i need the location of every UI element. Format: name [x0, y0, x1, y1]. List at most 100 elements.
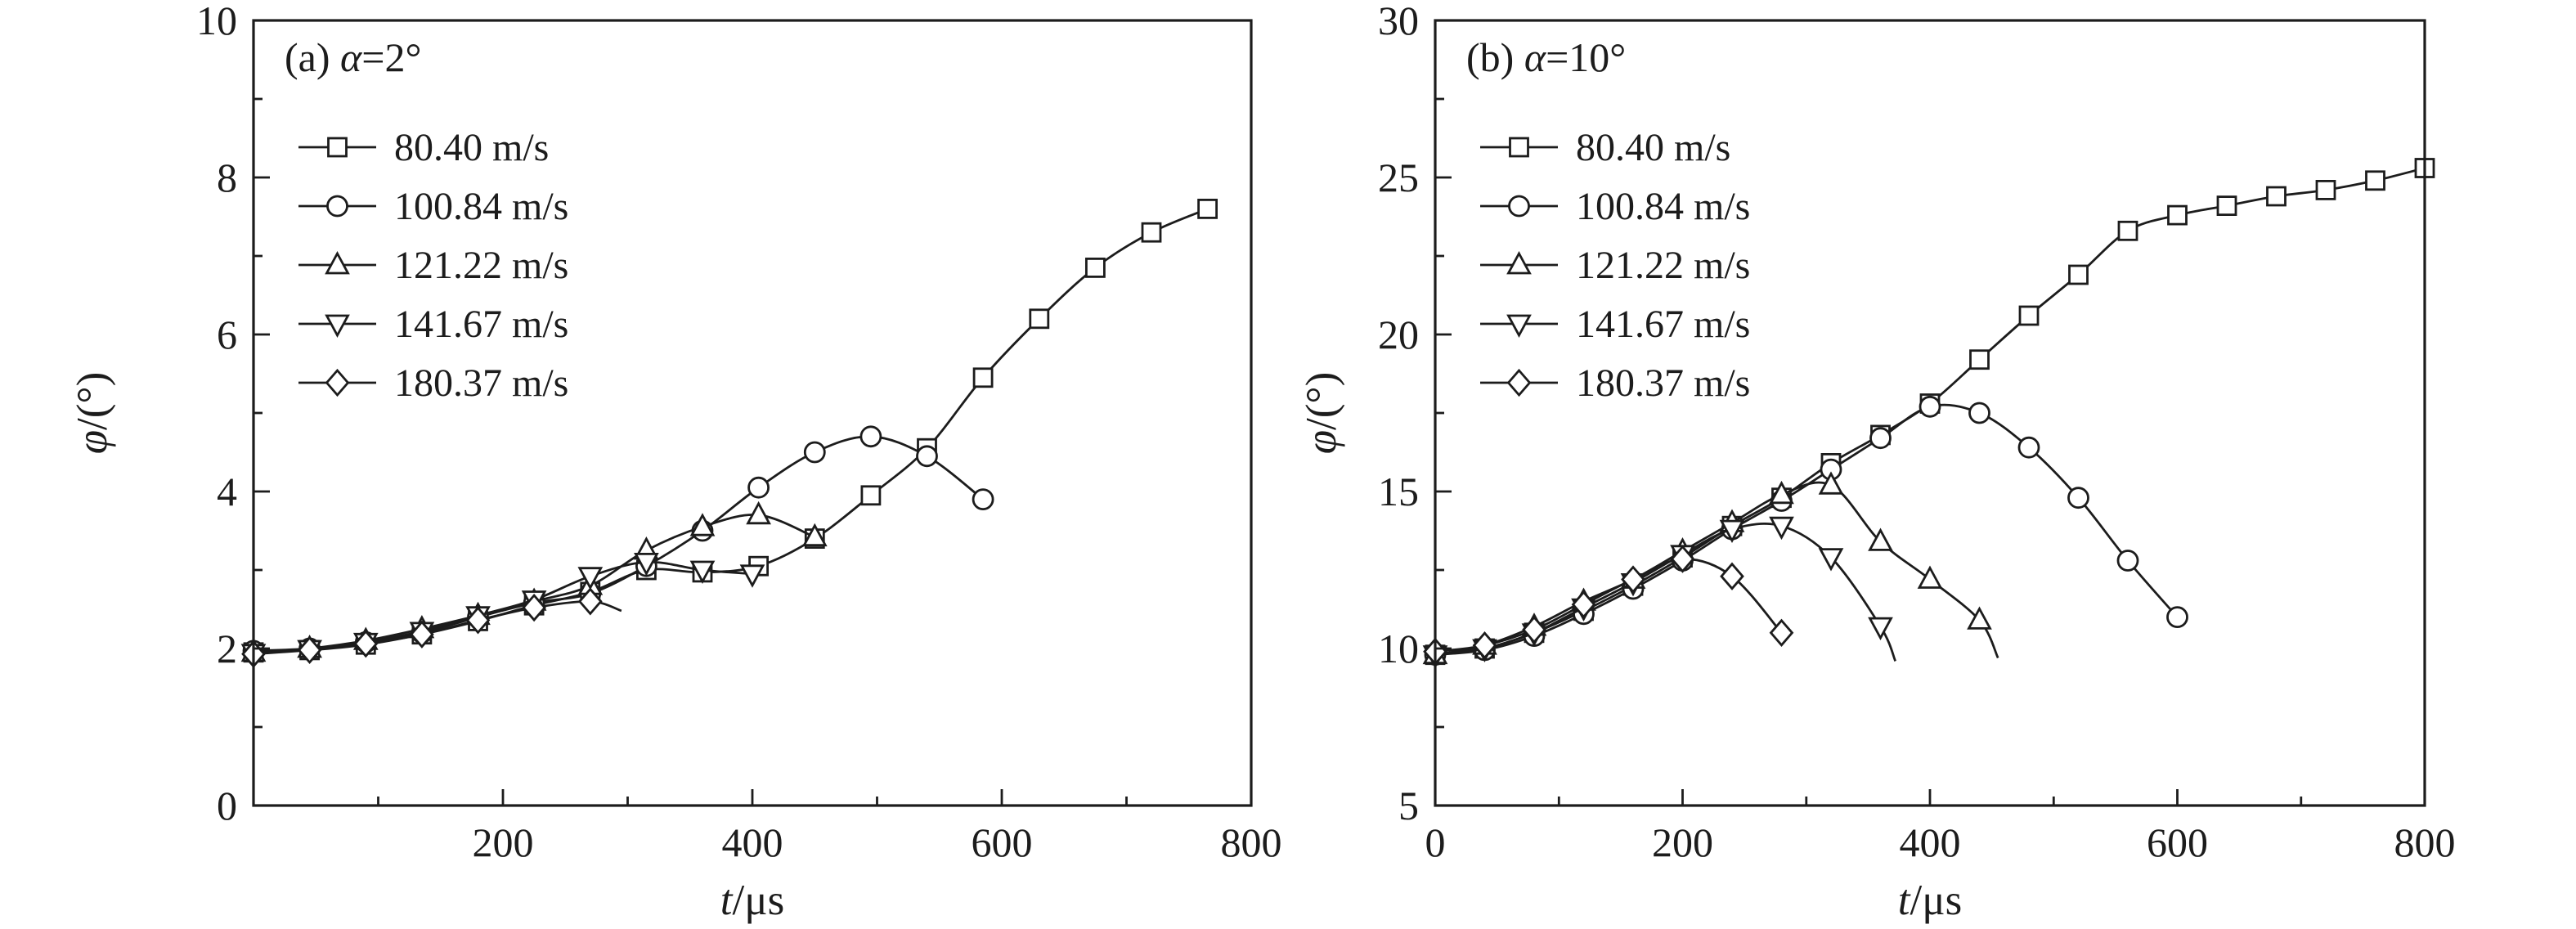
- series-180-37-m-s: [1423, 545, 1794, 666]
- marker-triangle-up: [689, 513, 716, 536]
- y-axis-label: φ/(°): [1298, 372, 1345, 455]
- marker-circle: [1968, 402, 1990, 424]
- marker-diamond: [1670, 545, 1695, 573]
- panel-title: (a) α=2°: [285, 34, 421, 80]
- y-tick-label: 20: [1378, 312, 1419, 357]
- legend-item: 180.37 m/s: [1480, 361, 1750, 405]
- legend-item: 180.37 m/s: [298, 361, 568, 405]
- marker-square: [1141, 222, 1162, 243]
- marker-triangle-down: [325, 314, 350, 338]
- marker-square: [860, 485, 882, 506]
- legend-label: 141.67 m/s: [1576, 303, 1750, 346]
- legend-label: 100.84 m/s: [1576, 185, 1750, 228]
- marker-circle: [2166, 606, 2188, 628]
- y-tick-label: 30: [1378, 0, 1419, 43]
- x-tick-label: 800: [1221, 819, 1282, 865]
- legend-label: 141.67 m/s: [394, 303, 568, 346]
- marker-triangle-down: [1506, 314, 1532, 338]
- marker-square: [2216, 195, 2237, 217]
- series-line: [253, 560, 753, 655]
- marker-square: [2167, 204, 2188, 226]
- legend-item: 141.67 m/s: [1480, 303, 1750, 346]
- panel-b-series: [1422, 158, 2435, 669]
- marker-circle: [2067, 487, 2089, 509]
- series-line: [253, 435, 984, 653]
- legend-item: 100.84 m/s: [298, 185, 568, 228]
- series-line: [1434, 481, 1999, 659]
- marker-triangle-down: [634, 553, 659, 577]
- marker-circle: [326, 195, 348, 218]
- marker-triangle-down: [689, 560, 716, 584]
- marker-circle: [747, 476, 770, 499]
- marker-diamond: [577, 587, 603, 616]
- marker-circle: [2017, 436, 2040, 459]
- legend-item: 80.40 m/s: [298, 126, 549, 169]
- x-axis-label: t/μs: [1898, 877, 1963, 924]
- y-tick-label: 6: [217, 312, 237, 357]
- panel-a-legend: 80.40 m/s 100.84 m/s 121.22 m/s 141.67 m/s 1…: [298, 126, 568, 405]
- x-tick-label: 800: [2394, 819, 2456, 865]
- marker-diamond: [1571, 590, 1596, 619]
- marker-diamond: [1769, 618, 1794, 647]
- marker-diamond: [1522, 615, 1546, 644]
- legend-item: 121.22 m/s: [298, 244, 568, 287]
- y-tick-label: 2: [217, 626, 237, 671]
- chart-a: 200 400 600 800 0 2 4 6 8 10 t/μs φ/(°) (a) α=2° 80.4…: [69, 0, 1282, 924]
- marker-square: [2068, 264, 2089, 285]
- marker-diamond: [1621, 565, 1645, 594]
- series-100-84-m-s: [242, 425, 994, 662]
- x-axis-label: t/μs: [720, 877, 785, 924]
- marker-triangle-up: [801, 523, 828, 547]
- panel-a-axes: 200 400 600 800 0 2 4 6 8 10: [196, 0, 1282, 865]
- marker-square: [1029, 308, 1050, 330]
- y-tick-label: 25: [1378, 155, 1419, 200]
- marker-square: [2117, 220, 2138, 241]
- panel-a: 200 400 600 800 0 2 4 6 8 10 t/μs φ/(°) (a) α=2° 80.4…: [69, 0, 1282, 924]
- marker-circle: [972, 488, 994, 510]
- y-tick-label: 10: [1378, 626, 1419, 671]
- marker-circle: [1919, 395, 1941, 418]
- legend-item: 100.84 m/s: [1480, 185, 1750, 228]
- marker-triangle-down: [1719, 519, 1745, 544]
- panel-b: 0 200 400 600 800 5 10 15 20 25 30 t/μs φ/(°) (b) α=1…: [1288, 0, 2576, 929]
- marker-square: [1085, 257, 1106, 278]
- marker-square: [2365, 170, 2385, 191]
- x-tick-label: 200: [1652, 819, 1713, 865]
- y-tick-label: 8: [217, 155, 237, 200]
- series-121-22-m-s: [1422, 471, 1999, 665]
- panel-title: (b) α=10°: [1466, 34, 1626, 80]
- marker-square: [327, 137, 348, 158]
- marker-triangle-down: [1769, 516, 1794, 541]
- x-tick-label: 600: [972, 819, 1033, 865]
- marker-square: [972, 367, 994, 388]
- marker-diamond: [410, 620, 434, 649]
- series-line: [1434, 403, 2179, 657]
- x-tick-label: 0: [1425, 819, 1446, 865]
- marker-circle: [859, 425, 882, 448]
- marker-triangle-up: [746, 500, 771, 525]
- marker-diamond: [297, 635, 322, 665]
- series-180-37-m-s: [241, 587, 622, 668]
- y-tick-label: 5: [1398, 783, 1419, 828]
- marker-circle: [1508, 195, 1530, 218]
- marker-square: [2018, 305, 2040, 326]
- marker-circle: [1869, 427, 1892, 450]
- marker-triangle-down: [577, 567, 604, 590]
- marker-diamond: [1472, 631, 1497, 660]
- panel-b-axes: 0 200 400 600 800 5 10 15 20 25 30: [1378, 0, 2456, 865]
- marker-circle: [2116, 550, 2139, 572]
- legend-label: 180.37 m/s: [1576, 361, 1750, 405]
- marker-triangle-down: [739, 564, 765, 588]
- legend-item: 121.22 m/s: [1480, 244, 1750, 287]
- legend-label: 80.40 m/s: [1576, 126, 1730, 169]
- marker-diamond: [325, 368, 350, 397]
- marker-triangle-up: [1917, 565, 1943, 589]
- chart-b: 0 200 400 600 800 5 10 15 20 25 30 t/μs φ/(°) (b) α=1…: [1298, 0, 2456, 924]
- y-tick-label: 15: [1378, 469, 1419, 514]
- panel-a-series: [240, 198, 1218, 668]
- y-tick-label: 4: [217, 469, 237, 514]
- marker-triangle-up: [1967, 606, 1992, 630]
- marker-diamond: [1720, 562, 1744, 590]
